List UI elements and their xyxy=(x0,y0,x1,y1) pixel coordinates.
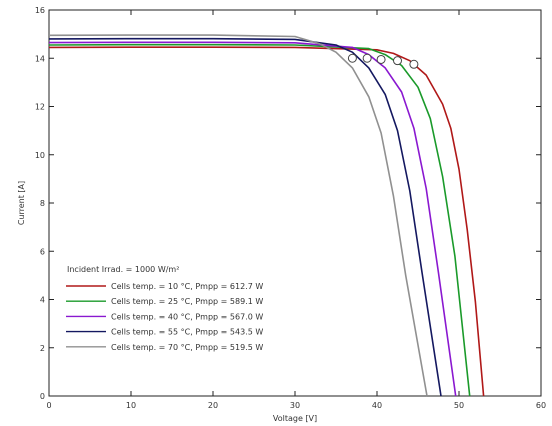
x-tick-label: 50 xyxy=(454,401,464,410)
mpp-marker-4 xyxy=(362,53,372,63)
x-tick-label: 40 xyxy=(372,401,382,410)
mpp-marker-5 xyxy=(347,53,357,63)
series-line-1 xyxy=(48,46,485,397)
x-axis-label: Voltage [V] xyxy=(273,414,317,423)
y-tick-label: 0 xyxy=(40,392,45,401)
y-tick-label: 4 xyxy=(40,296,45,305)
mpp-marker-2 xyxy=(393,56,402,66)
x-tick-label: 20 xyxy=(208,401,218,410)
ticks-layer: 0 10 20 30 40 50 60 0 2 4 6 8 10 12 14 16 xyxy=(35,6,546,410)
y-tick-label: 14 xyxy=(35,54,45,63)
x-tick-label: 0 xyxy=(46,401,51,410)
legend: Incident Irrad. = 1000 W/m² Cells temp. … xyxy=(66,265,263,352)
plot-frame xyxy=(48,9,542,397)
x-tick-label: 30 xyxy=(290,401,300,410)
mpp-markers-layer xyxy=(347,53,419,69)
y-tick-label: 10 xyxy=(35,151,45,160)
legend-label-1: Cells temp. = 10 °C, Pmpp = 612.7 W xyxy=(111,282,263,291)
y-axis-label: Current [A] xyxy=(17,181,26,225)
legend-label-3: Cells temp. = 40 °C, Pmpp = 567.0 W xyxy=(111,312,263,321)
x-tick-label: 60 xyxy=(536,401,546,410)
y-tick-label: 2 xyxy=(40,344,45,353)
legend-label-5: Cells temp. = 70 °C, Pmpp = 519.5 W xyxy=(111,343,263,352)
legend-label-4: Cells temp. = 55 °C, Pmpp = 543.5 W xyxy=(111,328,263,337)
y-tick-label: 8 xyxy=(40,199,45,208)
x-tick-label: 10 xyxy=(126,401,136,410)
y-tick-label: 12 xyxy=(35,103,45,112)
mpp-marker-1 xyxy=(409,59,419,69)
legend-label-2: Cells temp. = 25 °C, Pmpp = 589.1 W xyxy=(111,297,263,306)
series-line-4 xyxy=(48,37,442,397)
mpp-marker-3 xyxy=(376,54,386,64)
series-line-5 xyxy=(48,34,428,397)
y-tick-label: 16 xyxy=(35,6,45,15)
legend-header: Incident Irrad. = 1000 W/m² xyxy=(67,265,179,274)
y-tick-label: 6 xyxy=(40,247,45,256)
